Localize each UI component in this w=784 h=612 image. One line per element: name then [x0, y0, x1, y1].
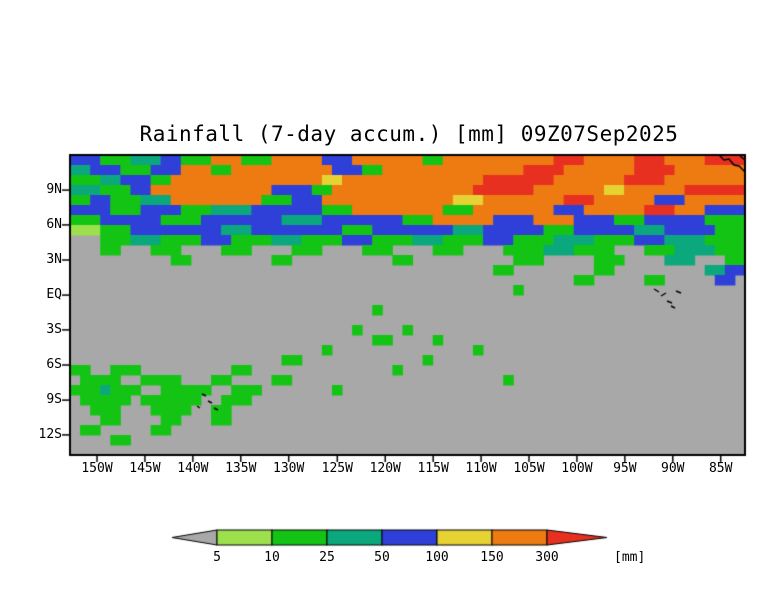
colorbar-tick-label-5: 5 [213, 550, 221, 565]
colorbar-tick-label-150: 150 [480, 550, 504, 565]
y-tick-label-9N: 9N [46, 182, 62, 198]
x-tick-label-135W: 135W [225, 461, 257, 476]
colorbar-tick-label-100: 100 [425, 550, 449, 565]
chart-title: Rainfall (7-day accum.) [mm] 09Z07Sep202… [139, 122, 679, 146]
x-tick-label-145W: 145W [129, 461, 161, 476]
colorbar-tick-label-10: 10 [264, 550, 280, 565]
y-tick-label-EQ: EQ [46, 287, 62, 303]
colorbar-tick-label-25: 25 [319, 550, 335, 565]
x-tick-label-90W: 90W [661, 461, 685, 476]
colorbar-tick-label-300: 300 [535, 550, 559, 565]
x-tick-label-115W: 115W [417, 461, 449, 476]
x-tick-label-150W: 150W [81, 461, 113, 476]
y-tick-label-6S: 6S [46, 357, 62, 372]
colorbar-units-label: [mm] [614, 550, 646, 565]
colorbar-tick-label-50: 50 [374, 550, 390, 565]
y-tick-label-3S: 3S [46, 321, 62, 337]
x-tick-label-85W: 85W [708, 461, 733, 476]
x-tick-label-95W: 95W [613, 461, 637, 476]
x-tick-label-120W: 120W [369, 461, 401, 476]
y-tick-label-9S: 9S [46, 392, 62, 408]
x-tick-label-110W: 110W [465, 461, 497, 476]
x-tick-label-105W: 105W [513, 461, 545, 476]
y-tick-label-6N: 6N [46, 216, 62, 232]
y-tick-label-12S: 12S [38, 426, 62, 442]
y-tick-label-3N: 3N [46, 252, 62, 267]
x-tick-label-140W: 140W [177, 461, 209, 476]
x-tick-label-125W: 125W [321, 461, 353, 476]
x-tick-label-130W: 130W [273, 461, 305, 476]
x-tick-label-100W: 100W [561, 461, 593, 476]
